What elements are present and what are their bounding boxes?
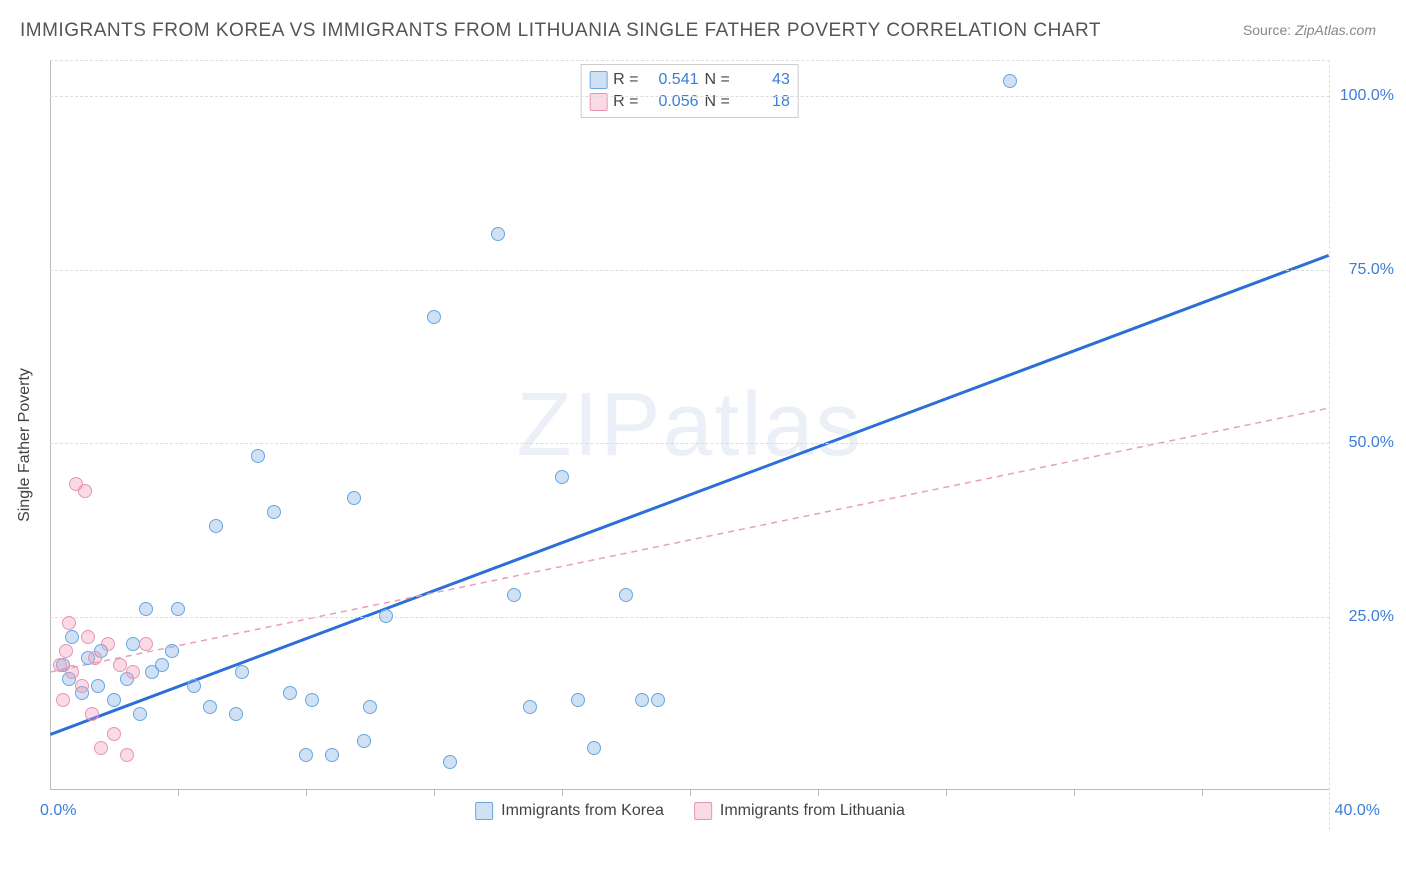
data-point (78, 484, 92, 498)
data-point (587, 741, 601, 755)
legend-stats: R = 0.541 N = 43 R = 0.056 N = 18 (580, 64, 799, 118)
data-point (571, 693, 585, 707)
trend-line (50, 255, 1328, 734)
swatch-lithuania-icon (694, 802, 712, 820)
legend-series: Immigrants from Korea Immigrants from Li… (475, 802, 905, 820)
data-point (155, 658, 169, 672)
data-point (171, 602, 185, 616)
data-point (635, 693, 649, 707)
legend-entry-korea: Immigrants from Korea (475, 802, 664, 820)
data-point (65, 665, 79, 679)
x-tick-mark (306, 790, 307, 796)
data-point (56, 693, 70, 707)
data-point (347, 491, 361, 505)
grid-line-h (50, 617, 1329, 618)
source-attribution: Source: ZipAtlas.com (1243, 22, 1376, 38)
chart-container: IMMIGRANTS FROM KOREA VS IMMIGRANTS FROM… (0, 0, 1406, 892)
data-point (1003, 74, 1017, 88)
trend-line (50, 408, 1328, 672)
y-axis-label: Single Father Poverty (16, 368, 34, 522)
data-point (235, 665, 249, 679)
data-point (555, 470, 569, 484)
stat-N-korea: 43 (740, 71, 790, 89)
source-value: ZipAtlas.com (1295, 22, 1376, 38)
x-tick-mark (178, 790, 179, 796)
data-point (187, 679, 201, 693)
x-tick-mark (818, 790, 819, 796)
data-point (523, 700, 537, 714)
legend-label-korea: Immigrants from Korea (501, 802, 664, 820)
data-point (62, 616, 76, 630)
plot-region: ZIPatlas R = 0.541 N = 43 R = 0.056 N = … (50, 60, 1330, 830)
data-point (107, 727, 121, 741)
source-label: Source: (1243, 22, 1291, 38)
x-tick-mark (562, 790, 563, 796)
data-point (507, 588, 521, 602)
data-point (91, 679, 105, 693)
y-tick-label: 50.0% (1349, 434, 1394, 452)
swatch-korea-icon (475, 802, 493, 820)
data-point (59, 644, 73, 658)
data-point (75, 679, 89, 693)
data-point (363, 700, 377, 714)
x-tick-mark (690, 790, 691, 796)
data-point (120, 748, 134, 762)
data-point (443, 755, 457, 769)
x-tick-mark (434, 790, 435, 796)
legend-label-lithuania: Immigrants from Lithuania (720, 802, 905, 820)
x-tick-mark (1202, 790, 1203, 796)
legend-stats-row-lithuania: R = 0.056 N = 18 (589, 91, 790, 113)
data-point (126, 665, 140, 679)
data-point (379, 609, 393, 623)
data-point (325, 748, 339, 762)
data-point (267, 505, 281, 519)
data-point (65, 630, 79, 644)
stat-N-label: N = (705, 71, 730, 89)
x-tick-mark (1074, 790, 1075, 796)
chart-area: ZIPatlas R = 0.541 N = 43 R = 0.056 N = … (50, 60, 1330, 830)
y-tick-label: 25.0% (1349, 608, 1394, 626)
watermark-atlas: atlas (662, 374, 862, 474)
data-point (491, 227, 505, 241)
data-point (305, 693, 319, 707)
data-point (203, 700, 217, 714)
y-tick-label: 75.0% (1349, 261, 1394, 279)
data-point (357, 734, 371, 748)
swatch-korea (589, 71, 607, 89)
stat-R-korea: 0.541 (649, 71, 699, 89)
data-point (139, 602, 153, 616)
data-point (107, 693, 121, 707)
y-tick-label: 100.0% (1340, 87, 1394, 105)
data-point (299, 748, 313, 762)
data-point (283, 686, 297, 700)
grid-line-h (50, 96, 1329, 97)
data-point (101, 637, 115, 651)
data-point (133, 707, 147, 721)
data-point (81, 630, 95, 644)
legend-entry-lithuania: Immigrants from Lithuania (694, 802, 905, 820)
data-point (209, 519, 223, 533)
legend-stats-row-korea: R = 0.541 N = 43 (589, 69, 790, 91)
x-tick-mark (946, 790, 947, 796)
data-point (651, 693, 665, 707)
x-tick-min: 0.0% (40, 802, 76, 820)
data-point (88, 651, 102, 665)
stat-R-label: R = (613, 71, 638, 89)
data-point (139, 637, 153, 651)
chart-title: IMMIGRANTS FROM KOREA VS IMMIGRANTS FROM… (20, 20, 1101, 42)
watermark: ZIPatlas (516, 373, 862, 476)
grid-line-h (50, 270, 1329, 271)
data-point (619, 588, 633, 602)
data-point (94, 741, 108, 755)
data-point (85, 707, 99, 721)
y-axis (50, 61, 51, 790)
data-point (251, 449, 265, 463)
data-point (427, 310, 441, 324)
data-point (165, 644, 179, 658)
data-point (229, 707, 243, 721)
grid-line-h (50, 443, 1329, 444)
x-tick-max: 40.0% (1335, 802, 1380, 820)
watermark-zip: ZIP (516, 374, 662, 474)
